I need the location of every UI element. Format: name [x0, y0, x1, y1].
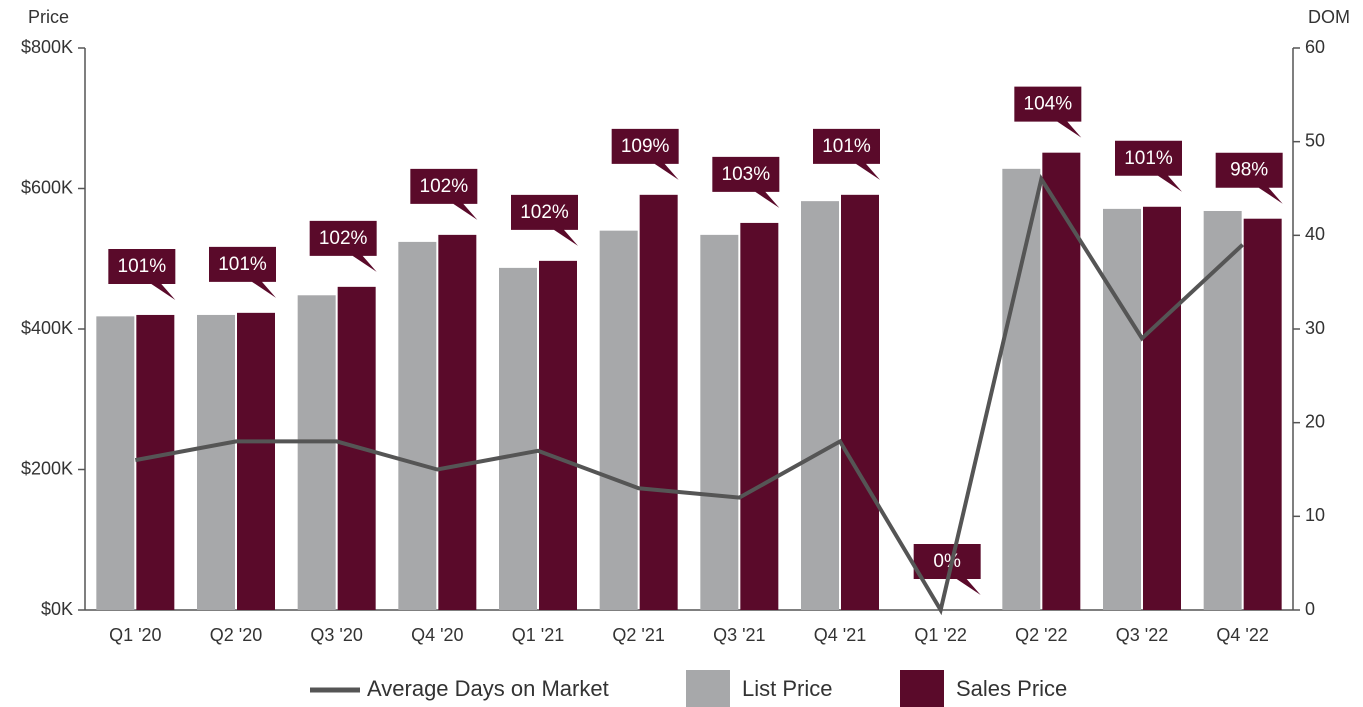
y-tick-label: $200K: [21, 458, 73, 478]
legend-swatch: [686, 670, 730, 707]
bar: [1042, 152, 1081, 611]
x-tick-label: Q4 '21: [814, 625, 866, 645]
y2-tick-label: 30: [1305, 318, 1325, 338]
bar: [1203, 210, 1242, 611]
line: [134, 174, 1245, 616]
bar: [1143, 206, 1181, 610]
annotation-box: [309, 220, 377, 272]
x-tick-label: Q1 '22: [914, 625, 966, 645]
y2-tick-label: 0: [1305, 599, 1315, 619]
bar: [1103, 208, 1141, 610]
bar: [801, 201, 839, 610]
x-tick-label: Q1 '20: [109, 625, 161, 645]
x-tick-label: Q2 '22: [1015, 625, 1067, 645]
bar: [237, 312, 275, 610]
annotation: 102%: [420, 176, 469, 197]
legend-swatch: [900, 670, 944, 707]
bar: [639, 194, 678, 610]
bar: [841, 194, 879, 610]
annotation: 103%: [722, 164, 771, 185]
bar: [539, 260, 577, 610]
annotation: 101%: [218, 254, 267, 275]
y2-axis-label: DOM: [1308, 7, 1350, 27]
y-axis-label: Price: [28, 7, 69, 27]
bar: [197, 314, 235, 610]
annotation-box: [1215, 152, 1283, 204]
x-tick-label: Q1 '21: [512, 625, 564, 645]
legend-label: Average Days on Market: [367, 676, 609, 701]
bar: [136, 314, 175, 610]
annotation-box: [209, 246, 276, 298]
y2-tick-label: 50: [1305, 130, 1325, 150]
annotation-box: [511, 194, 578, 246]
annotation: 101%: [118, 256, 167, 277]
x-tick-label: Q2 '20: [210, 625, 262, 645]
annotation: 101%: [822, 136, 871, 157]
bar: [96, 316, 135, 610]
x-tick-label: Q3 '21: [713, 625, 765, 645]
bar: [599, 230, 638, 610]
y-tick-label: $600K: [21, 177, 73, 197]
y-tick-label: $800K: [21, 37, 73, 57]
legend-label: Sales Price: [956, 676, 1067, 701]
bar: [438, 234, 477, 611]
bar: [499, 267, 537, 610]
y-tick-label: $400K: [21, 318, 73, 338]
y2-tick-label: 40: [1305, 224, 1325, 244]
bar: [398, 241, 437, 610]
y2-tick-label: 60: [1305, 37, 1325, 57]
annotation-box: [611, 128, 679, 180]
legend-label: List Price: [742, 676, 832, 701]
annotation: 98%: [1230, 160, 1268, 181]
bar: [700, 234, 739, 611]
bar: [740, 222, 779, 611]
annotation-box: [1115, 140, 1182, 192]
annotation: 0%: [933, 551, 961, 572]
y2-tick-label: 10: [1305, 505, 1325, 525]
annotation: 104%: [1024, 94, 1073, 115]
annotation-box: [1014, 86, 1082, 138]
bar: [1002, 168, 1041, 610]
annotation-box: [108, 248, 176, 300]
x-tick-label: Q3 '22: [1116, 625, 1168, 645]
x-tick-label: Q4 '20: [411, 625, 463, 645]
x-tick-label: Q2 '21: [612, 625, 664, 645]
bar: [297, 295, 336, 610]
x-tick-label: Q3 '20: [310, 625, 362, 645]
annotation-box: [712, 156, 780, 208]
annotation-box: [913, 544, 981, 595]
x-tick-label: Q4 '22: [1216, 625, 1268, 645]
annotation: 101%: [1124, 148, 1173, 169]
annotation-box: [410, 168, 478, 220]
annotation: 102%: [319, 228, 368, 249]
annotation-box: [813, 128, 880, 180]
y2-tick-label: 20: [1305, 411, 1325, 431]
annotation: 109%: [621, 136, 670, 157]
y-tick-label: $0K: [41, 599, 73, 619]
annotation: 102%: [520, 202, 569, 223]
bar: [1243, 218, 1282, 610]
